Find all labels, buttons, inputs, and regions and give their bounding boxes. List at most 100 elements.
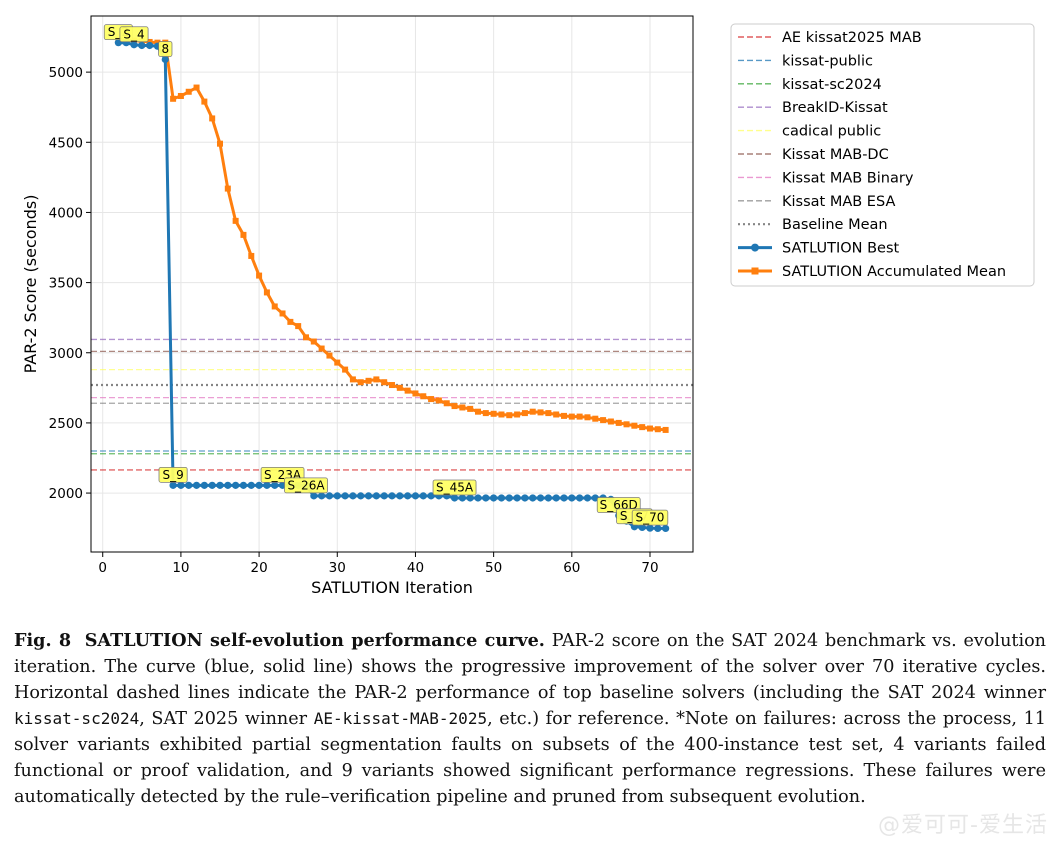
point-satlution-accumulated-mean [623, 421, 630, 428]
point-satlution-best [138, 41, 146, 50]
point-satlution-best [247, 481, 255, 489]
y-tick-label: 4000 [49, 205, 83, 221]
point-satlution-accumulated-mean [177, 92, 184, 99]
point-satlution-accumulated-mean [256, 272, 263, 279]
point-satlution-accumulated-mean [451, 403, 458, 410]
point-satlution-accumulated-mean [310, 338, 317, 345]
point-satlution-best [560, 494, 568, 502]
point-satlution-best [474, 494, 482, 502]
series-lines [114, 36, 670, 533]
point-satlution-best [458, 494, 466, 502]
point-satlution-accumulated-mean [576, 413, 583, 420]
y-tick-label: 5000 [49, 65, 83, 81]
annotation-label: S_45A [436, 480, 474, 494]
point-satlution-accumulated-mean [232, 217, 239, 224]
point-satlution-accumulated-mean [467, 405, 474, 412]
legend-label: SATLUTION Accumulated Mean [782, 264, 1006, 280]
point-satlution-accumulated-mean [303, 334, 309, 341]
point-satlution-accumulated-mean [263, 289, 270, 296]
point-satlution-accumulated-mean [615, 419, 622, 426]
point-satlution-accumulated-mean [365, 377, 372, 384]
point-satlution-accumulated-mean [553, 411, 560, 418]
point-satlution-accumulated-mean [412, 390, 419, 397]
point-satlution-best [482, 494, 490, 502]
point-satlution-accumulated-mean [271, 303, 278, 310]
point-satlution-best [341, 492, 349, 500]
point-satlution-best [497, 494, 506, 502]
point-satlution-best [255, 481, 263, 489]
point-satlution-best [529, 494, 537, 502]
series-line-satlution-accumulated-mean [118, 38, 666, 432]
legend-label: kissat-public [782, 53, 873, 69]
x-axis-ticks: 0 10 20 30 40 50 60 70 [98, 552, 659, 576]
point-satlution-accumulated-mean [428, 396, 435, 403]
legend-label: Kissat MAB ESA [782, 194, 895, 210]
caption-label: Fig. 8 [14, 630, 72, 651]
annotation-label: 8 [161, 42, 169, 56]
x-tick-label: 50 [485, 560, 502, 576]
point-satlution-accumulated-mean [639, 424, 646, 431]
point-satlution-best [544, 494, 552, 502]
point-satlution-accumulated-mean [240, 231, 247, 238]
point-satlution-accumulated-mean [647, 425, 653, 432]
point-satlution-accumulated-mean [295, 323, 302, 330]
point-satlution-best [325, 492, 334, 500]
point-satlution-accumulated-mean [537, 409, 544, 416]
point-satlution-accumulated-mean [459, 404, 466, 411]
annotation-box [284, 477, 328, 494]
point-satlution-accumulated-mean [287, 318, 294, 325]
point-satlution-accumulated-mean [490, 410, 497, 417]
point-satlution-best [536, 494, 545, 502]
point-satlution-best [232, 481, 240, 489]
point-satlution-best [224, 481, 232, 489]
point-satlution-accumulated-mean [326, 352, 333, 359]
point-satlution-best [364, 492, 373, 500]
annotation-box [631, 509, 669, 526]
point-satlution-best [411, 492, 420, 500]
x-tick-label: 20 [250, 560, 267, 576]
point-satlution-accumulated-mean [334, 359, 341, 366]
point-satlution-best [208, 481, 216, 489]
annotation-box [158, 41, 173, 57]
point-satlution-accumulated-mean [607, 418, 614, 425]
point-satlution-accumulated-mean [631, 422, 638, 429]
point-satlution-best [552, 494, 560, 502]
x-tick-label: 60 [563, 560, 580, 576]
plot-frame [90, 15, 694, 553]
point-satlution-accumulated-mean [654, 426, 661, 433]
point-satlution-best [521, 494, 529, 502]
x-axis-label: SATLUTION Iteration [311, 578, 473, 597]
point-satlution-best [490, 494, 498, 502]
point-satlution-best [357, 492, 365, 500]
legend-label: cadical public [782, 124, 881, 140]
point-satlution-best [419, 492, 427, 500]
point-satlution-best [146, 41, 154, 50]
point-satlution-best [271, 481, 279, 489]
point-satlution-accumulated-mean [357, 379, 364, 386]
point-satlution-best [662, 524, 670, 533]
point-satlution-best [568, 494, 576, 502]
point-satlution-accumulated-mean [561, 412, 567, 419]
caption-code-1: kissat-sc2024 [14, 709, 140, 728]
point-satlution-accumulated-mean [404, 387, 411, 394]
series-line-satlution-best [118, 41, 666, 530]
point-satlution-accumulated-mean [279, 310, 286, 317]
point-satlution-accumulated-mean [217, 140, 223, 147]
point-satlution-best [576, 494, 584, 502]
figure-caption: Fig. 8 SATLUTION self-evolution performa… [14, 628, 1046, 810]
caption-text-2: , SAT 2025 winner [139, 709, 314, 729]
x-tick-label: 30 [329, 560, 346, 576]
point-satlution-best [466, 494, 474, 502]
point-satlution-best [192, 481, 201, 489]
annotation-box [158, 466, 188, 483]
point-satlution-accumulated-mean [209, 115, 216, 122]
annotation-label: S_26A [287, 478, 325, 492]
point-satlution-best [450, 494, 459, 502]
legend-label: Baseline Mean [782, 217, 888, 233]
point-satlution-accumulated-mean [396, 384, 403, 391]
point-satlution-best [646, 524, 654, 532]
y-tick-label: 3500 [49, 276, 83, 292]
point-satlution-accumulated-mean [662, 426, 669, 433]
point-satlution-best [263, 481, 271, 489]
